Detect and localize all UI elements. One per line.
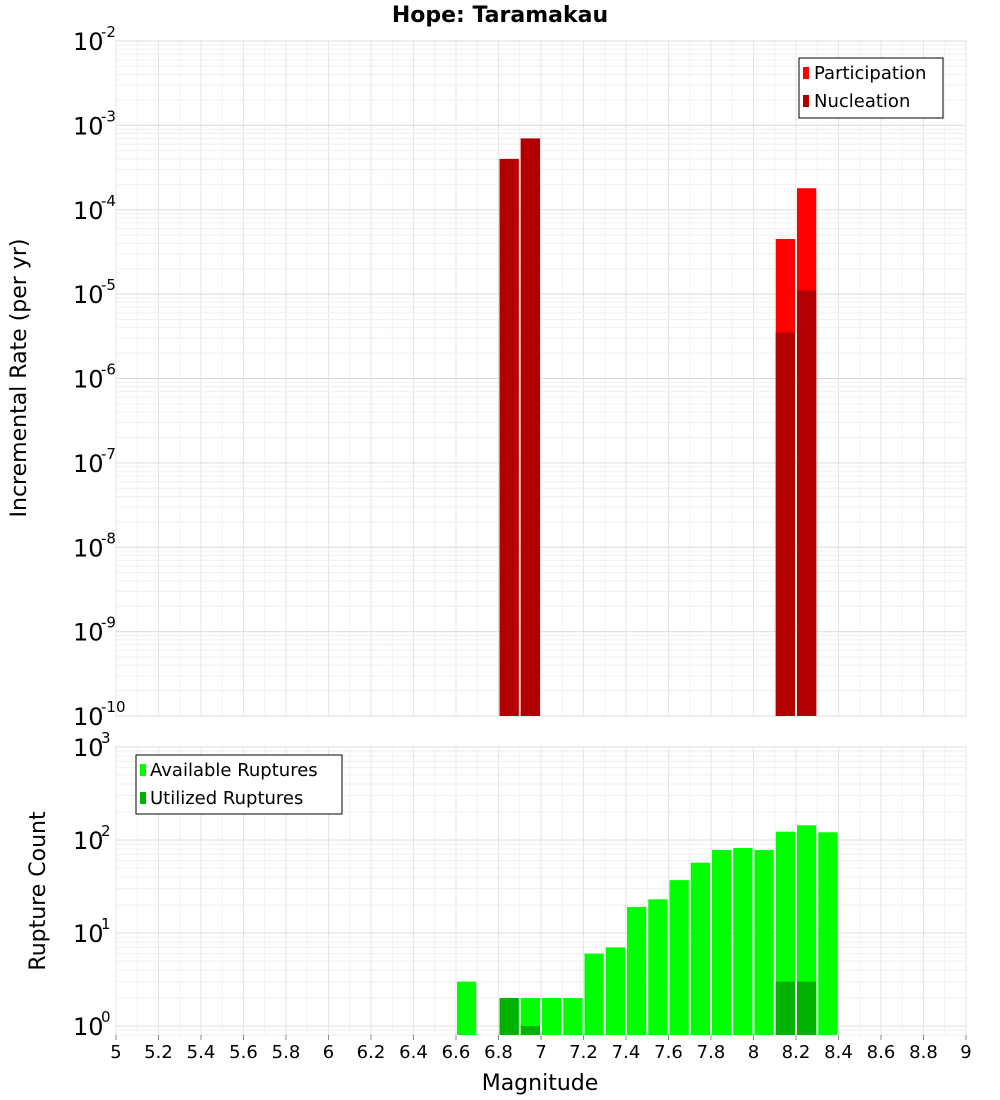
rate-y-tick-label: 10 (73, 28, 104, 56)
x-tick-label: 6.2 (357, 1042, 386, 1063)
count-y-tick-label: 10 (73, 827, 104, 855)
count-y-tick-exponent: 1 (101, 915, 111, 933)
rate-y-tick-label: 10 (73, 619, 104, 647)
x-tick-label: 8.2 (782, 1042, 811, 1063)
x-tick-label: 6.6 (442, 1042, 471, 1063)
rate-y-tick-label: 10 (73, 112, 104, 140)
rate-y-tick-exponent: -4 (101, 192, 116, 210)
rate-legend-box (798, 57, 944, 119)
rate-s2-bar (499, 158, 519, 717)
rate-y-tick-exponent: -7 (101, 445, 116, 463)
x-axis-title: Magnitude (482, 1071, 599, 1096)
count-s2-bar (775, 981, 795, 1035)
rate-y-tick-exponent: -9 (101, 614, 116, 632)
rate-y-axis-title: Incremental Rate (per yr) (7, 239, 32, 518)
x-tick-label: 5 (110, 1042, 121, 1063)
count-y-tick-exponent: 2 (101, 822, 111, 840)
rate-y-tick-label: 10 (73, 534, 104, 562)
available-legend-swatch (140, 764, 146, 776)
x-tick-label: 8.4 (824, 1042, 853, 1063)
rate-s2-bar (775, 332, 795, 716)
x-tick-label: 6 (323, 1042, 334, 1063)
utilized-legend-swatch (140, 792, 146, 804)
rate-y-tick-label: 10 (73, 703, 104, 731)
count-legend-box (135, 754, 343, 815)
chart-title: Hope: Taramakau (392, 3, 608, 28)
rate-y-tick-exponent: -3 (101, 107, 116, 125)
x-tick-label: 5.2 (144, 1042, 173, 1063)
count-bars (457, 825, 838, 1035)
x-tick-label: 5.4 (187, 1042, 216, 1063)
x-tick-label: 6.8 (484, 1042, 513, 1063)
count-s1-bar (627, 907, 647, 1035)
x-tick-label: 5.6 (229, 1042, 258, 1063)
rate-y-tick-exponent: -8 (101, 529, 116, 547)
rate-y-tick-exponent: -10 (101, 698, 126, 716)
count-y-tick-label: 10 (73, 1013, 104, 1041)
x-tick-label: 6.4 (399, 1042, 428, 1063)
count-s1-bar (690, 862, 710, 1035)
count-y-tick-exponent: 0 (101, 1008, 111, 1026)
count-s1-bar (563, 997, 583, 1035)
rate-y-tick-exponent: -2 (101, 23, 116, 41)
rate-y-tick-label: 10 (73, 450, 104, 478)
participation-legend-swatch (803, 67, 809, 79)
count-y-tick-label: 10 (73, 734, 104, 762)
count-s1-bar (669, 880, 689, 1035)
x-tick-label: 7.8 (697, 1042, 726, 1063)
rate-s2-bar (797, 290, 817, 716)
count-y-tick-label: 10 (73, 920, 104, 948)
count-s1-bar (542, 997, 562, 1035)
count-s2-bar (520, 1025, 540, 1035)
rate-s2-bar (520, 138, 540, 717)
count-s1-bar (733, 848, 753, 1035)
rate-y-tick-label: 10 (73, 197, 104, 225)
count-s1-bar (605, 947, 625, 1035)
rate-y-tick-label: 10 (73, 366, 104, 394)
rate-grid (115, 40, 967, 717)
count-legend: Available Ruptures Utilized Ruptures (135, 754, 343, 815)
count-y-axis-title: Rupture Count (26, 811, 51, 971)
count-s2-bar (499, 997, 519, 1035)
x-tick-label: 7.4 (612, 1042, 641, 1063)
x-tick-label: 8.6 (867, 1042, 896, 1063)
utilized-legend-label: Utilized Ruptures (150, 788, 303, 809)
x-tick-label: 7.2 (569, 1042, 598, 1063)
x-tick-label: 8.8 (909, 1042, 938, 1063)
rate-legend: Participation Nucleation (798, 57, 944, 119)
nucleation-legend-label: Nucleation (814, 91, 910, 112)
count-x-ticks: 5 5.2 5.4 5.6 5.8 6 6.2 6.4 6.6 6.8 7 7.2 7.4 7.6 7.8 8… (110, 1035, 972, 1063)
count-s1-bar (754, 850, 774, 1035)
nucleation-legend-swatch (803, 95, 809, 107)
count-s1-bar (520, 997, 540, 1035)
x-tick-label: 5.8 (272, 1042, 301, 1063)
x-tick-label: 9 (960, 1042, 971, 1063)
x-tick-label: 8 (748, 1042, 759, 1063)
rate-y-tick-exponent: -5 (101, 276, 116, 294)
rate-bars (499, 138, 817, 717)
x-tick-label: 7 (535, 1042, 546, 1063)
rate-y-tick-exponent: -6 (101, 361, 116, 379)
x-tick-label: 7.6 (654, 1042, 683, 1063)
count-s2-bar (797, 981, 817, 1035)
count-s1-bar (712, 850, 732, 1035)
count-s1-bar (457, 981, 477, 1035)
participation-legend-label: Participation (814, 63, 926, 84)
count-s1-bar (584, 953, 604, 1035)
count-s1-bar (648, 899, 668, 1035)
count-y-tick-exponent: 3 (101, 729, 111, 747)
available-legend-label: Available Ruptures (150, 760, 318, 781)
rate-y-tick-label: 10 (73, 281, 104, 309)
count-s1-bar (818, 832, 838, 1035)
